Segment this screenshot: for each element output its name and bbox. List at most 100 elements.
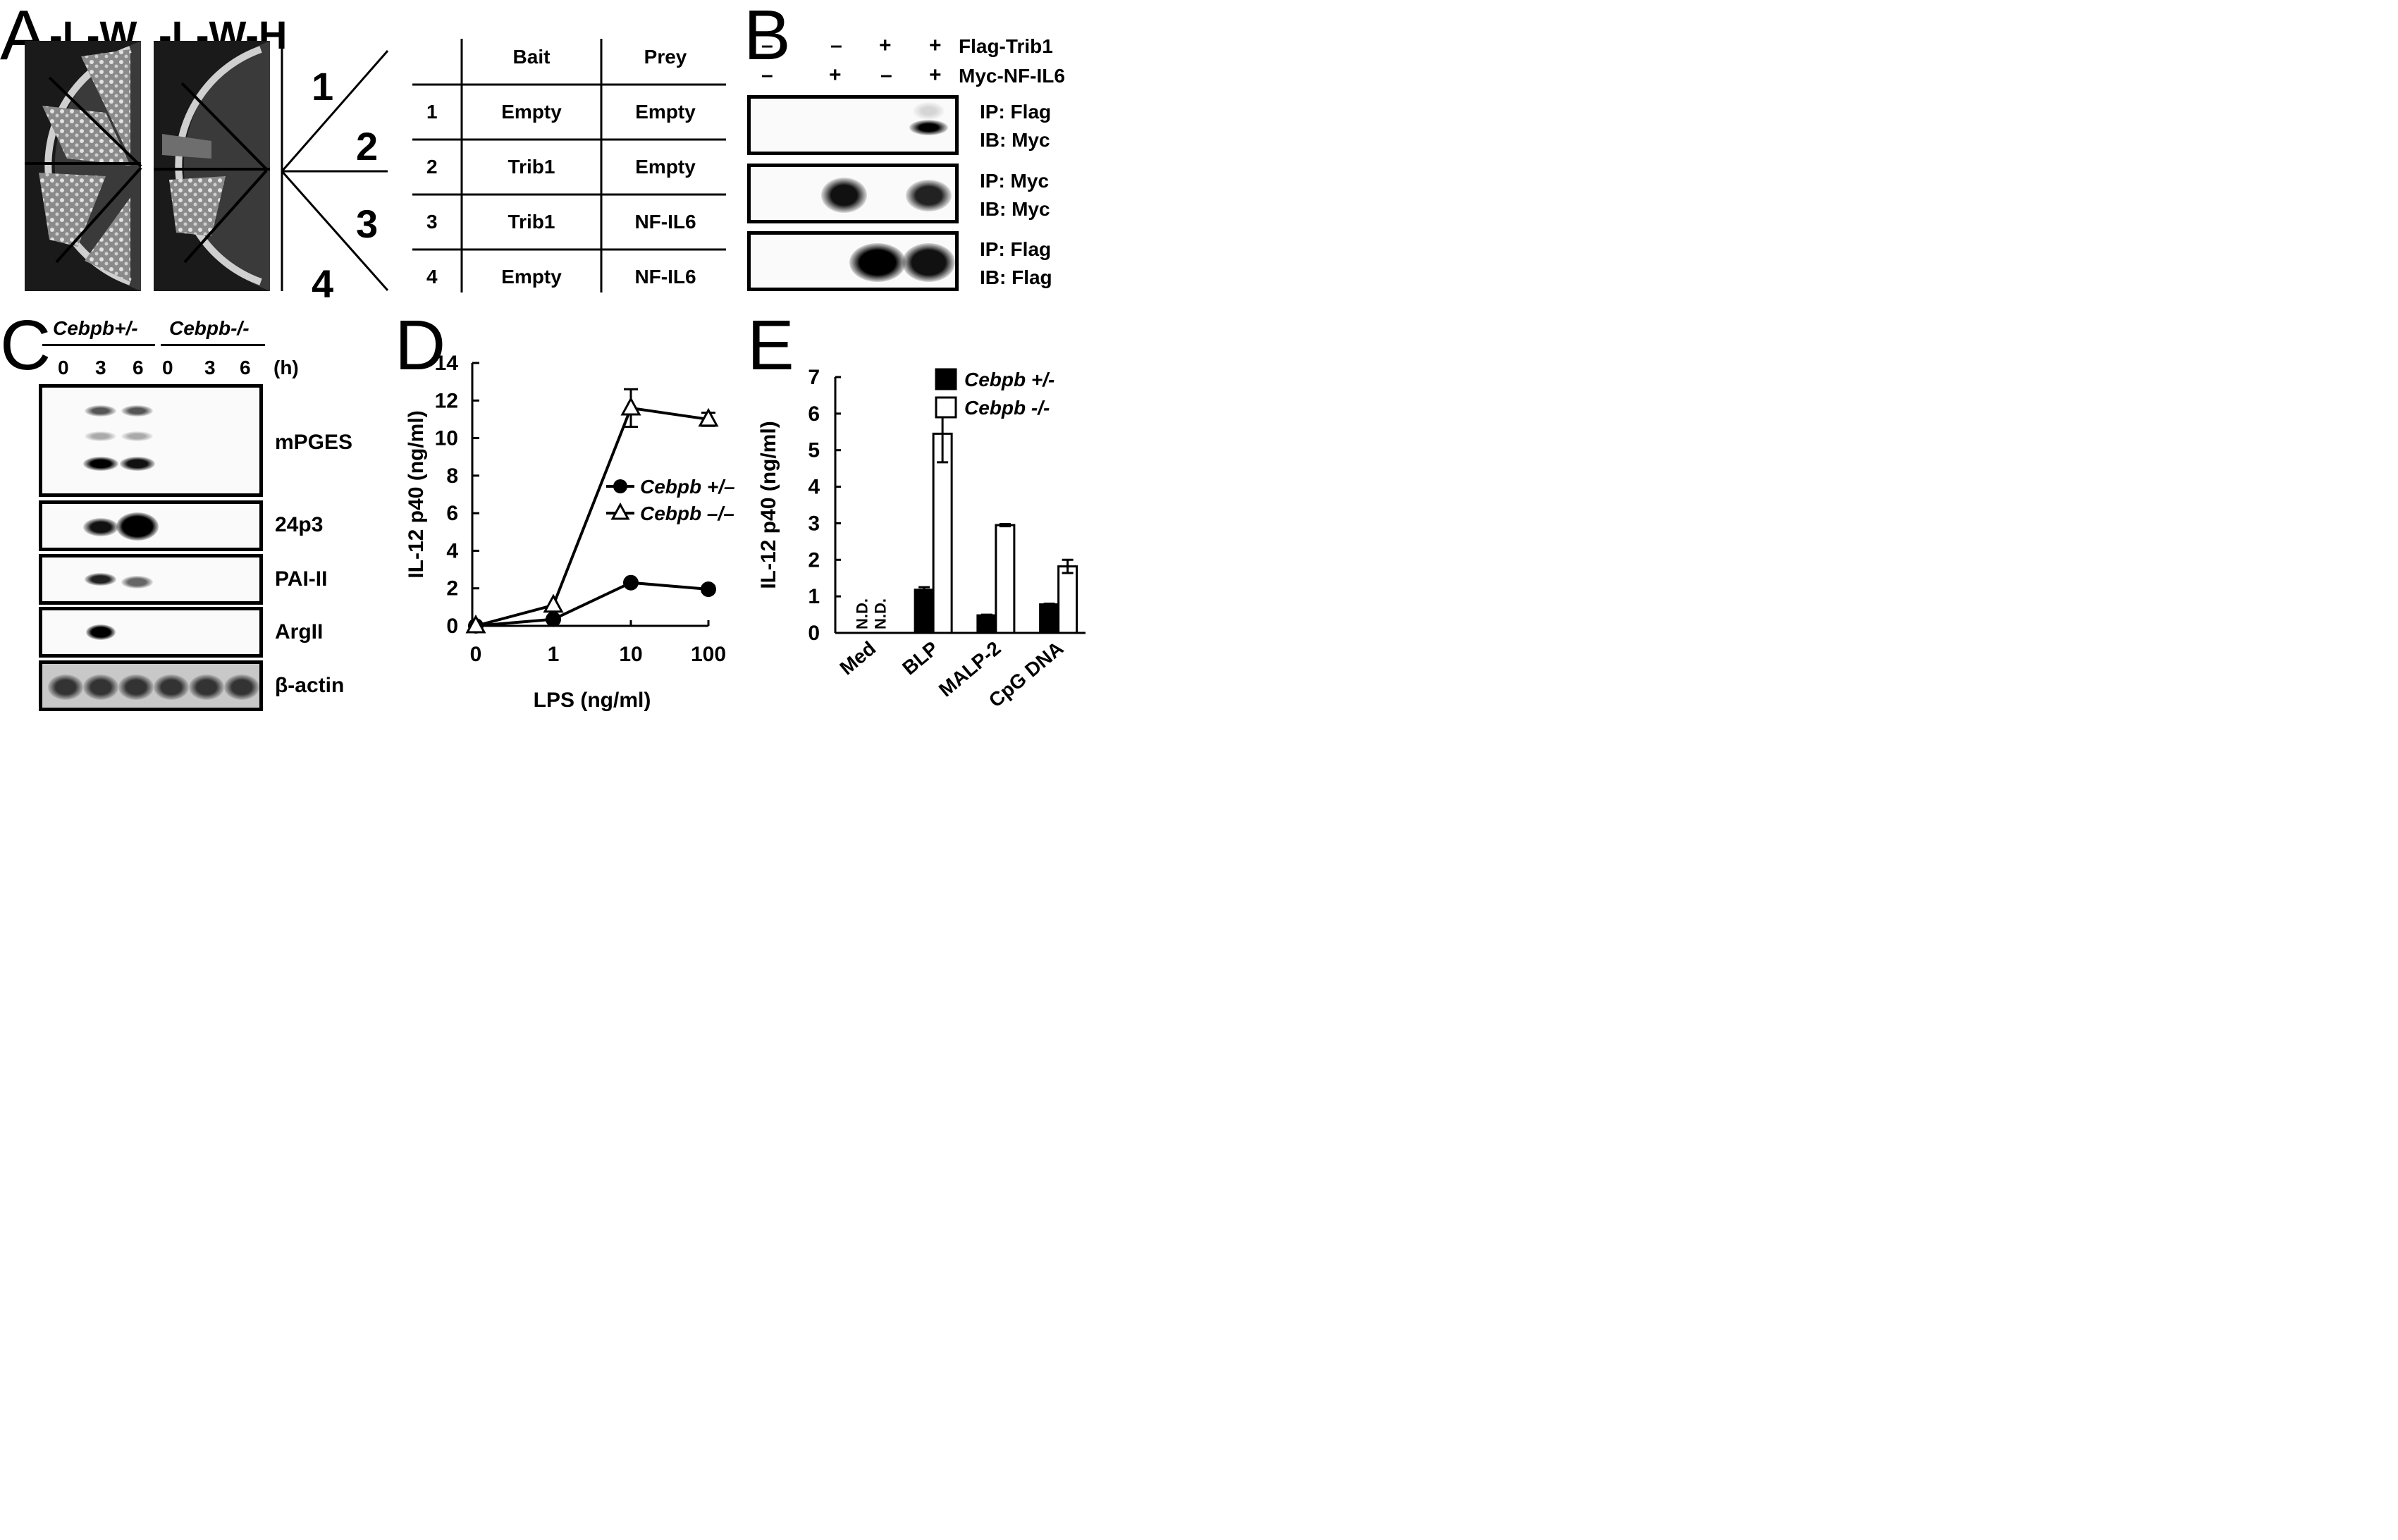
timepoint-label: 6 xyxy=(133,357,144,378)
bar xyxy=(995,524,1016,634)
northern-blot-mpges xyxy=(39,384,263,497)
blot-ip-myc-ib-myc xyxy=(747,164,959,223)
not-detected-label: N.D. xyxy=(871,598,889,629)
table-row-1-prey: Empty xyxy=(635,101,696,123)
condition-sign: – xyxy=(880,63,892,87)
y-tick-label: 6 xyxy=(808,402,820,426)
blot-2-ip-label: IP: Myc xyxy=(980,170,1050,192)
y-tick-label: 5 xyxy=(808,439,820,462)
table-row-2-bait: Trib1 xyxy=(508,156,555,178)
y-tick-label: 12 xyxy=(435,389,458,412)
gene-label-mpges: mPGES xyxy=(275,431,353,454)
x-tick-label: 100 xyxy=(691,643,726,666)
table-row-3-num: 3 xyxy=(426,211,438,233)
legend-marker-circle xyxy=(613,479,627,493)
northern-blot-24p3 xyxy=(39,500,263,551)
bar xyxy=(1057,565,1078,634)
blot-ip-flag-ib-myc xyxy=(747,95,959,155)
legend-label: Cebpb +/– xyxy=(640,476,735,498)
condition-sign: + xyxy=(929,34,942,57)
data-point-triangle xyxy=(465,614,486,634)
gene-label-pai-ii: PAI-II xyxy=(275,567,328,591)
data-point-circle xyxy=(623,574,639,591)
bar xyxy=(914,589,935,634)
y-tick-label: 2 xyxy=(808,548,820,572)
y-tick-label: 3 xyxy=(808,512,820,535)
panel-letter-b: B xyxy=(744,0,791,75)
data-point-triangle xyxy=(620,396,641,416)
blot-1-ip-label: IP: Flag xyxy=(980,101,1052,123)
y-tick-label: 14 xyxy=(435,352,459,375)
group-underline-knockout xyxy=(161,344,265,346)
table-row-1-num: 1 xyxy=(426,101,438,123)
group-label-knockout: Cebpb-/- xyxy=(169,317,250,339)
y-axis-label: IL-12 p40 (ng/ml) xyxy=(405,410,428,578)
blot-3-ip-label: IP: Flag xyxy=(980,238,1052,260)
panel-letter-d: D xyxy=(395,306,446,385)
legend-label: Cebpb –/– xyxy=(640,503,734,524)
northern-blot-beta-actin xyxy=(39,660,263,711)
x-axis-label: LPS (ng/ml) xyxy=(534,689,651,712)
x-tick-label: 10 xyxy=(619,643,642,666)
series-line-1 xyxy=(475,406,709,627)
y-tick-label: 6 xyxy=(446,502,458,525)
northern-blot-argii xyxy=(39,607,263,658)
y-tick-label: 0 xyxy=(446,615,458,638)
y-tick-label: 0 xyxy=(808,622,820,645)
timepoint-label: 3 xyxy=(204,357,216,378)
series-line-0 xyxy=(475,581,709,627)
bait-prey-table: Bait Prey 1 Empty Empty 2 Trib1 Empty 3 … xyxy=(405,39,730,292)
time-unit-label: (h) xyxy=(273,357,299,378)
y-tick-label: 2 xyxy=(446,577,458,600)
group-label-heterozygous: Cebpb+/- xyxy=(53,317,138,339)
data-point-circle xyxy=(701,581,716,598)
y-tick-label: 4 xyxy=(808,476,820,499)
table-row-4-num: 4 xyxy=(426,266,438,288)
condition-label-flag-trib1: Flag-Trib1 xyxy=(959,35,1053,57)
gene-label-24p3: 24p3 xyxy=(275,513,324,536)
bar xyxy=(1039,603,1060,634)
yeast-plates xyxy=(25,41,389,291)
x-tick-label: 1 xyxy=(548,643,560,666)
line-chart-il12-lps: 0 2 4 6 8 10 12 14 0 1 10 100 LPS (ng/ml) IL-12 p40 (… xyxy=(405,352,735,712)
data-point-circle xyxy=(546,611,561,627)
blot-3-ib-label: IB: Flag xyxy=(980,266,1052,288)
sector-number-2: 2 xyxy=(356,124,379,168)
blot-ip-flag-ib-flag xyxy=(747,231,959,291)
table-row-4-prey: NF-IL6 xyxy=(634,266,696,288)
condition-sign: + xyxy=(929,63,942,87)
timepoint-label: 6 xyxy=(240,357,251,378)
condition-sign: – xyxy=(761,34,773,57)
condition-sign: + xyxy=(879,34,892,57)
blot-2-ib-label: IB: Myc xyxy=(980,198,1050,220)
group-underline-heterozygous xyxy=(42,344,155,346)
condition-label-myc-nf-il6: Myc-NF-IL6 xyxy=(959,65,1065,87)
bar xyxy=(932,432,953,634)
table-row-3-bait: Trib1 xyxy=(508,211,555,233)
y-tick-label: 10 xyxy=(435,427,458,450)
gene-label-beta-actin: β-actin xyxy=(275,674,345,697)
not-detected-label: N.D. xyxy=(853,598,871,629)
gene-label-argii: ArgII xyxy=(275,620,324,643)
timepoint-label: 0 xyxy=(162,357,173,378)
y-axis-label: IL-12 p40 (ng/ml) xyxy=(757,421,780,589)
table-header-bait: Bait xyxy=(512,46,551,68)
table-row-2-prey: Empty xyxy=(635,156,696,178)
sector-number-3: 3 xyxy=(356,202,379,246)
table-row-3-prey: NF-IL6 xyxy=(634,211,696,233)
legend-label: Cebpb +/- xyxy=(964,369,1054,390)
legend-marker-triangle xyxy=(610,502,630,520)
legend-swatch xyxy=(935,368,957,390)
x-tick-label: 0 xyxy=(470,643,482,666)
table-row-4-bait: Empty xyxy=(501,266,562,288)
table-header-prey: Prey xyxy=(644,46,687,68)
blot-1-ib-label: IB: Myc xyxy=(980,129,1050,151)
y-tick-label: 8 xyxy=(446,464,458,488)
x-tick-label: BLP xyxy=(898,637,942,679)
bar xyxy=(976,614,997,634)
data-point-triangle xyxy=(698,407,719,427)
condition-sign: – xyxy=(830,34,842,57)
y-tick-label: 7 xyxy=(808,366,820,389)
y-tick-label: 4 xyxy=(446,539,458,562)
